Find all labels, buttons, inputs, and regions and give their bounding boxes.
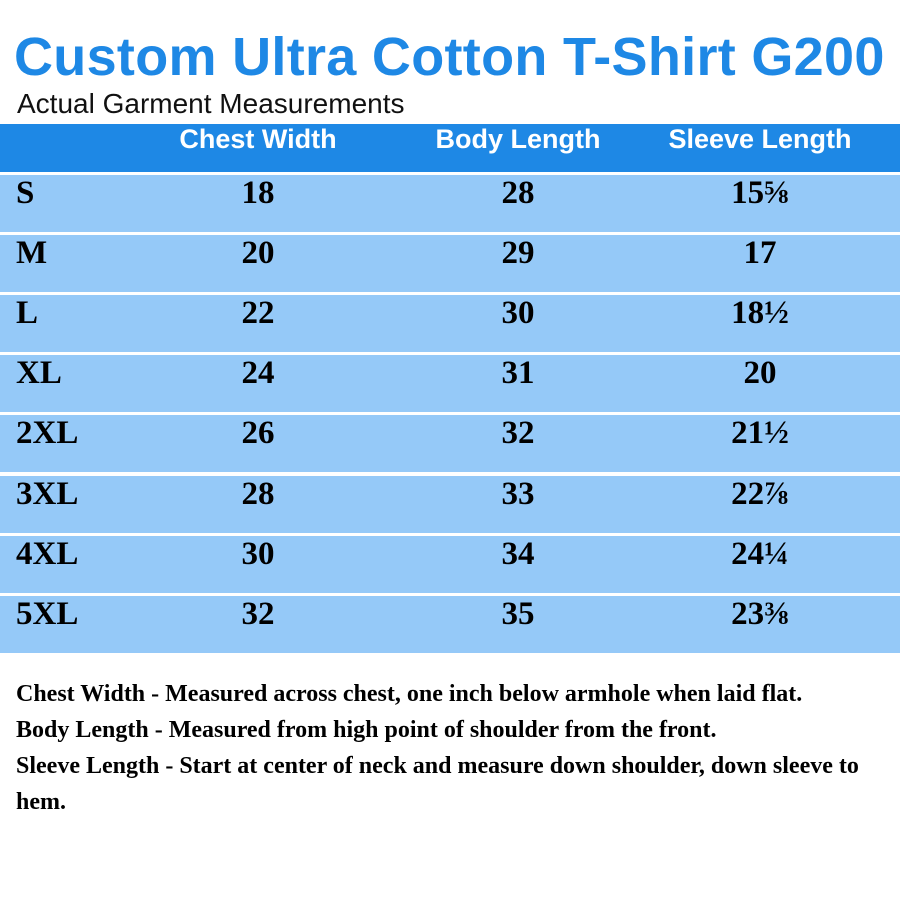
body-length-value: 33 [501, 475, 535, 512]
table-row: 4XL 30 34 24¼ [0, 535, 900, 593]
sleeve-length-value: 21½ [731, 415, 789, 452]
sleeve-length-value: 24¼ [731, 535, 789, 572]
table-row: XL 24 31 20 [0, 355, 900, 413]
size-label: 3XL [16, 475, 79, 512]
chest-width-value: 28 [241, 475, 275, 512]
chest-width-value: 32 [241, 595, 275, 632]
page-subtitle: Actual Garment Measurements [17, 88, 405, 119]
size-label: 4XL [16, 535, 79, 572]
size-label: L [16, 295, 39, 332]
table-row: M 20 29 17 [0, 235, 900, 293]
header-sleeve-length: Sleeve Length [668, 124, 852, 154]
table-row: L 22 30 18½ [0, 295, 900, 353]
table-row: 5XL 32 35 23⅜ [0, 595, 900, 653]
sleeve-length-value: 18½ [731, 295, 789, 332]
note-body-length: Body Length - Measured from high point o… [16, 717, 717, 743]
size-label: M [16, 235, 48, 272]
size-label: S [16, 175, 35, 211]
body-length-value: 28 [501, 175, 535, 211]
body-length-value: 32 [501, 415, 535, 452]
sleeve-length-value: 15⅝ [731, 175, 789, 211]
sleeve-length-value: 20 [743, 355, 777, 392]
size-label: 2XL [16, 415, 79, 452]
note-sleeve-length: Sleeve Length - Start at center of neck … [16, 753, 859, 815]
sleeve-length-value: 17 [743, 235, 777, 272]
chest-width-value: 22 [241, 295, 275, 332]
header-chest-width: Chest Width [179, 124, 337, 154]
table-row: 3XL 28 33 22⅞ [0, 475, 900, 533]
sleeve-length-value: 23⅜ [731, 595, 789, 632]
table-row: S 18 28 15⅝ [0, 175, 900, 232]
measurement-notes: Chest Width - Measured across chest, one… [16, 676, 896, 820]
chest-width-value: 26 [241, 415, 275, 452]
chest-width-value: 30 [241, 535, 275, 572]
sleeve-length-value: 22⅞ [731, 475, 789, 512]
body-length-value: 34 [501, 535, 535, 572]
table-row: 2XL 26 32 21½ [0, 415, 900, 473]
body-length-value: 29 [501, 235, 535, 272]
chest-width-value: 18 [241, 175, 275, 211]
body-length-value: 30 [501, 295, 535, 332]
size-label: XL [16, 355, 62, 392]
page-title: Custom Ultra Cotton T-Shirt G200 [14, 27, 885, 87]
size-label: 5XL [16, 595, 79, 632]
body-length-value: 31 [501, 355, 535, 392]
header-body-length: Body Length [435, 124, 601, 154]
chest-width-value: 20 [241, 235, 275, 272]
chest-width-value: 24 [241, 355, 275, 392]
note-chest-width: Chest Width - Measured across chest, one… [16, 681, 803, 707]
table-header: Chest Width Body Length Sleeve Length [0, 124, 900, 172]
body-length-value: 35 [501, 595, 535, 632]
